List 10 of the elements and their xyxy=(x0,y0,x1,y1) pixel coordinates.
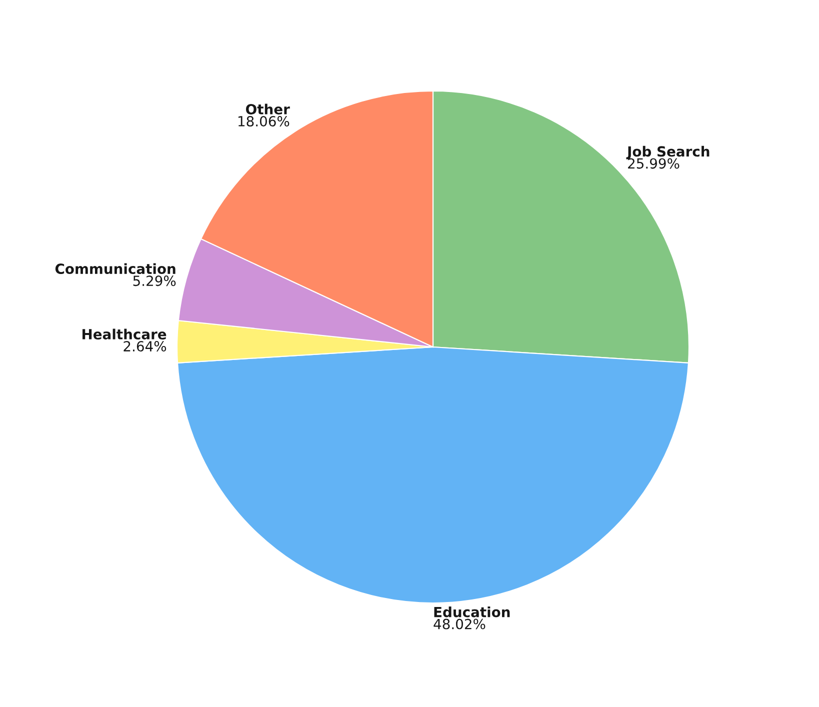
data-label: 25.99% xyxy=(628,158,680,169)
slice-label: Communication xyxy=(55,263,176,274)
data-label: 18.06% xyxy=(238,116,290,127)
slice-label: Education xyxy=(434,606,510,618)
data-label: 48.02% xyxy=(434,618,486,630)
data-label: 2.64% xyxy=(124,341,166,352)
slice-label: Healthcare xyxy=(82,328,166,340)
slice-label: Job Search xyxy=(626,146,710,160)
data-label: 5.29% xyxy=(133,276,176,286)
slice-label: Other xyxy=(246,104,290,114)
